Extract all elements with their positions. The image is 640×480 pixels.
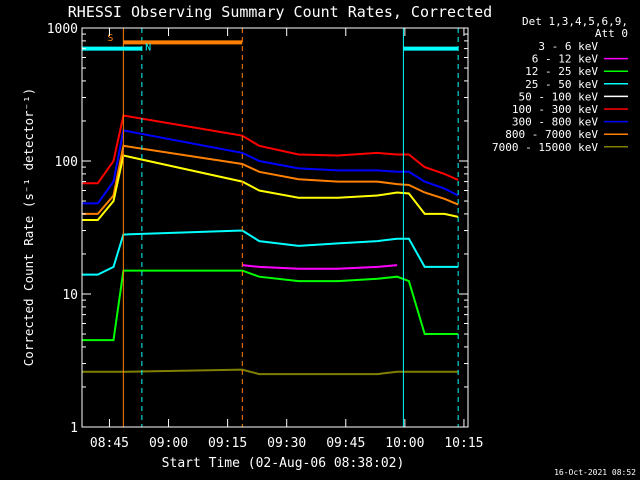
legend-label-1: 6 - 12 keV [532, 53, 599, 66]
legend-label-2: 12 - 25 keV [525, 65, 598, 78]
series-line-6 [82, 129, 459, 205]
x-tick-label-1: 09:00 [149, 436, 188, 451]
series-line-5 [82, 114, 459, 185]
legend-header-2: Att 0 [595, 27, 628, 40]
chart-title: RHESSI Observing Summary Count Rates, Co… [68, 3, 492, 21]
legend-header-1: Det 1,3,4,5,6,9, [522, 15, 628, 28]
x-tick-label-2: 09:15 [208, 436, 247, 451]
series-line-2 [82, 269, 459, 342]
series-line-7 [82, 144, 459, 215]
y-tick-label-1: 10 [62, 288, 78, 303]
legend-label-3: 25 - 50 keV [525, 78, 598, 91]
legend-label-5: 100 - 300 keV [512, 103, 598, 116]
x-tick-label-4: 09:45 [326, 436, 365, 451]
legend-label-8: 7000 - 15000 keV [492, 141, 598, 154]
plot-frame [81, 27, 469, 428]
y-axis-label: Corrected Count Rate (s⁻¹ detector⁻¹) [21, 88, 36, 366]
legend-label-4: 50 - 100 keV [519, 90, 599, 103]
x-tick-label-5: 10:00 [385, 436, 424, 451]
x-tick-label-0: 08:45 [90, 436, 129, 451]
axis-ticks: 08:45 09:00 09:15 09:30 09:45 10:00 10:15 1 10 10… [47, 22, 484, 451]
x-axis-label: Start Time (02-Aug-06 08:38:02) [162, 456, 405, 471]
y-tick-label-2: 100 [55, 155, 78, 170]
y-tick-label-3: 1000 [47, 22, 78, 37]
series-line-9 [82, 154, 459, 221]
legend-label-6: 300 - 800 keV [512, 116, 598, 129]
timestamp: 16-Oct-2021 08:52 [554, 468, 636, 477]
series-line-1 [242, 264, 398, 270]
series-line-8 [82, 368, 459, 376]
legend-label-0: 3 - 6 keV [538, 40, 598, 53]
series-line-0 [241, 339, 398, 351]
series-line-3 [82, 229, 459, 276]
legend-label-7: 800 - 7000 keV [505, 128, 598, 141]
x-tick-label-6: 10:15 [444, 436, 483, 451]
y-tick-label-0: 1 [70, 421, 78, 436]
x-tick-label-3: 09:30 [267, 436, 306, 451]
annotation-label-10: N [145, 42, 151, 53]
annotation-label-9: S [107, 33, 113, 44]
